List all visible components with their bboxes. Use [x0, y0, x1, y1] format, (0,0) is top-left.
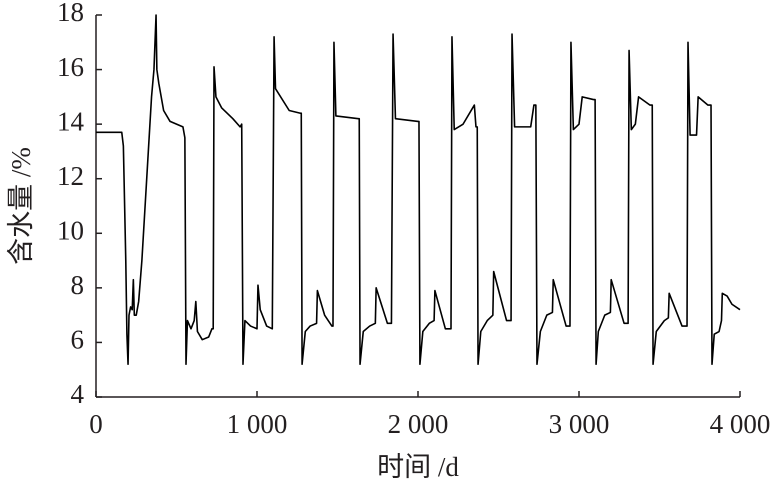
- y-tick-label: 6: [71, 325, 85, 355]
- x-axis-label: 时间 /d: [377, 452, 459, 482]
- y-tick-label: 14: [57, 106, 85, 136]
- y-tick-label: 18: [57, 0, 84, 27]
- x-tick-label: 1 000: [227, 409, 288, 439]
- y-tick-label: 10: [57, 215, 84, 245]
- x-tick-label: 2 000: [388, 409, 449, 439]
- x-tick-label: 4 000: [710, 409, 771, 439]
- y-tick-label: 12: [57, 161, 84, 191]
- x-tick-label: 0: [89, 409, 103, 439]
- x-tick-label: 3 000: [549, 409, 610, 439]
- y-axis-label: 含水量 /%: [6, 147, 36, 265]
- y-tick-label: 16: [57, 52, 84, 82]
- data-line: [96, 14, 741, 366]
- y-tick-label: 8: [71, 270, 85, 300]
- y-tick-label: 4: [71, 379, 85, 409]
